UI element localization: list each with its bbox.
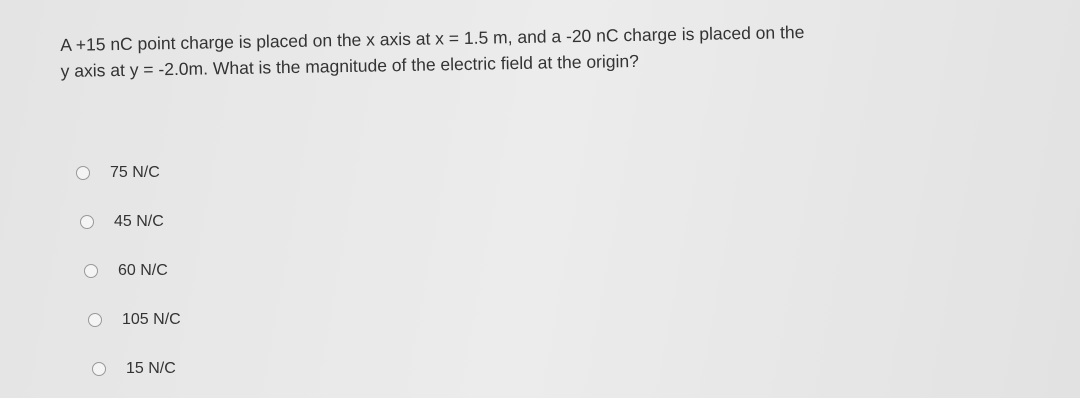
option[interactable]: 60 N/C: [84, 246, 181, 295]
option-label[interactable]: 105 N/C: [122, 310, 181, 328]
radio-button[interactable]: [76, 165, 90, 180]
option[interactable]: 45 N/C: [80, 197, 181, 246]
option[interactable]: 105 N/C: [88, 295, 181, 344]
radio-button[interactable]: [92, 361, 106, 376]
question: A +15 nC point charge is placed on the x…: [60, 19, 805, 84]
option-label[interactable]: 60 N/C: [118, 261, 168, 279]
option[interactable]: 15 N/C: [92, 344, 181, 393]
options: 75 N/C 45 N/C 60 N/C 105 N/C 15 N/C: [76, 148, 181, 393]
radio-button[interactable]: [84, 263, 98, 278]
option[interactable]: 75 N/C: [76, 148, 181, 197]
option-label[interactable]: 75 N/C: [110, 163, 160, 181]
option-label[interactable]: 15 N/C: [126, 359, 176, 377]
option-label[interactable]: 45 N/C: [114, 212, 164, 230]
radio-button[interactable]: [88, 312, 102, 327]
radio-button[interactable]: [80, 214, 94, 229]
